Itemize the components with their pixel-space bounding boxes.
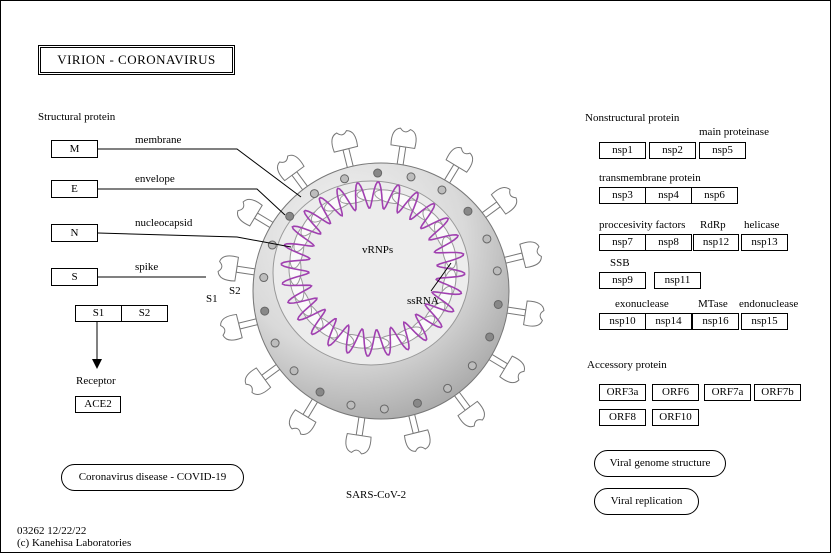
ace2-box[interactable]: ACE2 bbox=[75, 396, 121, 413]
nsp11-box[interactable]: nsp11 bbox=[654, 272, 701, 289]
membrane-protein bbox=[406, 172, 416, 182]
s2-box[interactable]: S2 bbox=[121, 305, 168, 322]
accessory-protein-heading: Accessory protein bbox=[587, 359, 667, 371]
receptor-heading: Receptor bbox=[76, 375, 116, 387]
membrane-protein bbox=[259, 273, 269, 283]
membrane-protein bbox=[267, 240, 277, 250]
nsp1-box[interactable]: nsp1 bbox=[599, 142, 646, 159]
helicase-label: helicase bbox=[744, 219, 780, 231]
protein-s-desc: spike bbox=[135, 261, 159, 273]
membrane-protein bbox=[437, 185, 447, 195]
membrane-protein bbox=[315, 387, 325, 397]
nsp15-box[interactable]: nsp15 bbox=[741, 313, 788, 330]
ssb-label: SSB bbox=[610, 257, 630, 269]
protein-e-box[interactable]: E bbox=[51, 180, 98, 198]
membrane-protein bbox=[373, 168, 383, 178]
membrane-protein bbox=[309, 189, 319, 199]
membrane-proteins bbox=[259, 168, 503, 414]
membrane-protein bbox=[340, 174, 350, 184]
membrane-protein bbox=[379, 404, 389, 414]
nonstructural-protein-heading: Nonstructural protein bbox=[585, 112, 680, 124]
spike-protein bbox=[500, 241, 542, 269]
map-title: VIRION - CORONAVIRUS bbox=[38, 45, 235, 75]
nsp8-box[interactable]: nsp8 bbox=[645, 234, 692, 251]
virus-name-label: SARS-CoV-2 bbox=[346, 489, 407, 501]
membrane-protein bbox=[467, 361, 477, 371]
viral-replication-link[interactable]: Viral replication bbox=[594, 488, 699, 515]
nsp13-box[interactable]: nsp13 bbox=[741, 234, 788, 251]
orf3a-box[interactable]: ORF3a bbox=[599, 384, 646, 401]
membrane-protein bbox=[443, 383, 453, 393]
membrane-protein bbox=[270, 338, 280, 348]
processivity-label: proccesivity factors bbox=[599, 219, 686, 231]
membrane-protein bbox=[493, 299, 503, 309]
virion-s1-label: S1 bbox=[206, 293, 218, 305]
mtase-label: MTase bbox=[698, 298, 728, 310]
spike-protein bbox=[345, 412, 372, 455]
nsp4-box[interactable]: nsp4 bbox=[645, 187, 692, 204]
protein-n-box[interactable]: N bbox=[51, 224, 98, 242]
covid19-disease-link[interactable]: Coronavirus disease - COVID-19 bbox=[61, 464, 244, 491]
nsp3-box[interactable]: nsp3 bbox=[599, 187, 646, 204]
nsp5-box[interactable]: nsp5 bbox=[699, 142, 746, 159]
exonuclease-label: exonuclease bbox=[615, 298, 669, 310]
map-id-date: 03262 12/22/22 bbox=[17, 525, 87, 537]
nsp10-box[interactable]: nsp10 bbox=[599, 313, 646, 330]
rdrp-label: RdRp bbox=[700, 219, 726, 231]
membrane-protein bbox=[485, 332, 495, 342]
viral-genome-structure-link[interactable]: Viral genome structure bbox=[594, 450, 726, 477]
connector-lines bbox=[97, 148, 452, 292]
rna-strand bbox=[280, 181, 466, 357]
copyright: (c) Kanehisa Laboratories bbox=[17, 537, 132, 549]
receptor-arrow bbox=[92, 321, 102, 369]
virion-spikes bbox=[217, 127, 545, 455]
membrane-protein bbox=[482, 234, 492, 244]
spike-protein bbox=[217, 255, 260, 282]
main-proteinase-label: main proteinase bbox=[699, 126, 769, 138]
membrane-protein bbox=[412, 398, 422, 408]
nsp2-box[interactable]: nsp2 bbox=[649, 142, 696, 159]
spike-protein bbox=[220, 313, 262, 341]
orf7a-box[interactable]: ORF7a bbox=[704, 384, 751, 401]
orf6-box[interactable]: ORF6 bbox=[652, 384, 699, 401]
spike-protein bbox=[403, 410, 431, 452]
protein-s-box[interactable]: S bbox=[51, 268, 98, 286]
structural-protein-heading: Structural protein bbox=[38, 111, 116, 123]
nsp12-box[interactable]: nsp12 bbox=[693, 234, 739, 251]
membrane-protein bbox=[463, 206, 473, 216]
s1-box[interactable]: S1 bbox=[75, 305, 122, 322]
transmembrane-label: transmembrane protein bbox=[599, 172, 701, 184]
membrane-protein bbox=[346, 400, 356, 410]
ssrna-label: ssRNA bbox=[407, 295, 439, 307]
nsp14-box[interactable]: nsp14 bbox=[645, 313, 692, 330]
spike-protein bbox=[390, 127, 417, 170]
protein-e-desc: envelope bbox=[135, 173, 175, 185]
membrane-protein bbox=[260, 306, 270, 316]
protein-n-desc: nucleocapsid bbox=[135, 217, 193, 229]
vrnp-helix bbox=[280, 181, 466, 357]
endonuclease-label: endonuclease bbox=[739, 298, 799, 310]
membrane-protein bbox=[285, 211, 295, 221]
nsp9-box[interactable]: nsp9 bbox=[599, 272, 646, 289]
spike-protein bbox=[331, 130, 359, 172]
orf8-box[interactable]: ORF8 bbox=[599, 409, 646, 426]
nsp6-box[interactable]: nsp6 bbox=[691, 187, 738, 204]
protein-m-desc: membrane bbox=[135, 134, 182, 146]
orf7b-box[interactable]: ORF7b bbox=[754, 384, 801, 401]
protein-m-box[interactable]: M bbox=[51, 140, 98, 158]
membrane-protein bbox=[492, 266, 502, 276]
virion-s2-label: S2 bbox=[229, 285, 241, 297]
nsp16-box[interactable]: nsp16 bbox=[692, 313, 739, 330]
vrnps-label: vRNPs bbox=[362, 244, 394, 256]
orf10-box[interactable]: ORF10 bbox=[652, 409, 699, 426]
membrane-protein bbox=[289, 366, 299, 376]
nsp7-box[interactable]: nsp7 bbox=[599, 234, 646, 251]
